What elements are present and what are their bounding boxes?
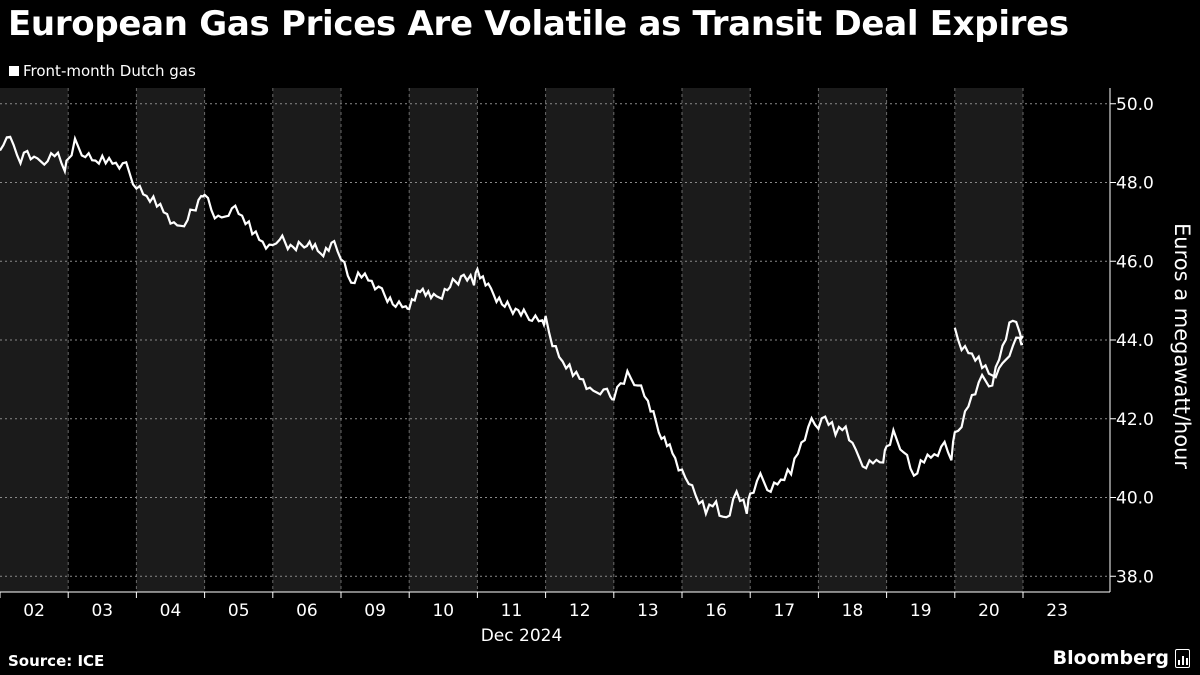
source-note: Source: ICE (8, 652, 105, 670)
x-tick-label: 05 (228, 601, 250, 621)
y-axis-title: Euros a megawatt/hour (1170, 223, 1194, 469)
legend-label: Front-month Dutch gas (23, 62, 196, 80)
brand-name: Bloomberg (1052, 647, 1169, 669)
y-tick-label: 50.0 (1116, 95, 1154, 115)
x-tick-label: 06 (296, 601, 318, 621)
x-tick-label: 16 (705, 601, 727, 621)
chart-title: European Gas Prices Are Volatile as Tran… (8, 4, 1069, 44)
x-tick-label: 02 (23, 601, 45, 621)
x-tick-label: 10 (432, 601, 454, 621)
legend: Front-month Dutch gas (9, 62, 196, 80)
x-tick-label: 13 (637, 601, 659, 621)
y-tick-label: 44.0 (1116, 331, 1154, 351)
terminal-icon (1175, 648, 1190, 668)
x-tick-label: 03 (91, 601, 113, 621)
y-tick-label: 42.0 (1116, 410, 1154, 430)
y-tick-label: 38.0 (1116, 567, 1154, 587)
x-tick-label: 20 (978, 601, 1000, 621)
day-shade-band (409, 88, 478, 592)
x-tick-label: 17 (773, 601, 795, 621)
y-tick-label: 40.0 (1116, 489, 1154, 509)
bloomberg-logo: Bloomberg (1053, 647, 1190, 669)
x-tick-label: 12 (569, 601, 591, 621)
x-tick-label: 04 (160, 601, 182, 621)
legend-swatch (9, 66, 19, 76)
x-tick-label: 18 (842, 601, 864, 621)
x-axis-title: Dec 2024 (481, 626, 563, 646)
price-series-line-session (953, 327, 1024, 379)
y-tick-label: 46.0 (1116, 252, 1154, 272)
x-tick-label: 19 (910, 601, 932, 621)
x-tick-label: 09 (364, 601, 386, 621)
x-tick-label: 23 (1046, 601, 1068, 621)
x-tick-label: 11 (501, 601, 523, 621)
price-series-line (0, 134, 1024, 519)
y-tick-label: 48.0 (1116, 174, 1154, 194)
